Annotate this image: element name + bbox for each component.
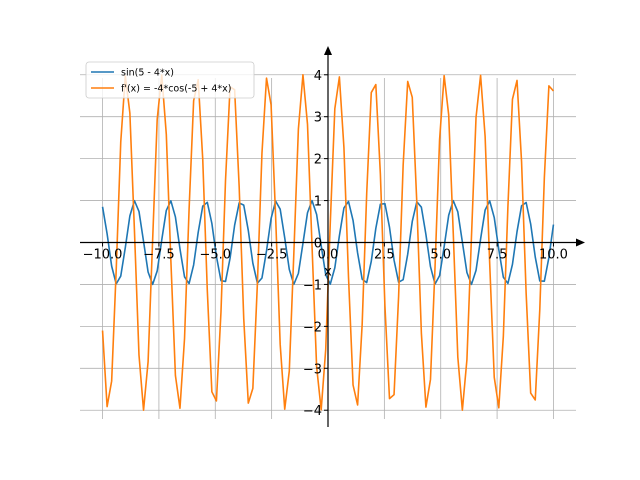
x-tick-label-8: 10.0 (539, 248, 568, 263)
y-tick-label-1: −3 (303, 362, 322, 377)
legend-label-sin: sin(5 - 4*x) (121, 68, 174, 79)
y-tick-label-2: −2 (303, 320, 322, 335)
x-axis-label: x (324, 265, 332, 280)
x-tick-label-1: −7.5 (143, 248, 175, 263)
x-tick-label-3: −2.5 (256, 248, 288, 263)
y-tick-label-7: 3 (314, 111, 322, 126)
legend: sin(5 - 4*x) f'(x) = -4*cos(-5 + 4*x) (85, 61, 255, 99)
y-axis-arrow-icon (324, 46, 332, 55)
ticks: −10.0 −7.5 −5.0 −2.5 0.0 2.5 5.0 7.5 10.0 −4 −3 −2 −… (83, 69, 568, 419)
x-tick-label-5: 2.5 (374, 248, 395, 263)
x-tick-label-6: 5.0 (430, 248, 451, 263)
y-tick-label-0: −4 (303, 404, 322, 419)
x-tick-label-2: −5.0 (199, 248, 231, 263)
y-tick-label-8: 4 (314, 69, 322, 84)
legend-label-derivative: f'(x) = -4*cos(-5 + 4*x) (121, 84, 232, 95)
y-tick-label-4: 0 (314, 237, 322, 252)
x-axis-arrow-icon (576, 238, 585, 247)
axes (80, 46, 585, 427)
y-tick-label-5: 1 (314, 195, 322, 210)
y-tick-label-6: 2 (314, 153, 322, 168)
y-tick-label-3: −1 (303, 278, 322, 293)
x-tick-label-7: 7.5 (487, 248, 508, 263)
x-tick-label-4: 0.0 (318, 248, 339, 263)
x-tick-label-0: −10.0 (83, 248, 123, 263)
legend-box (85, 61, 255, 99)
